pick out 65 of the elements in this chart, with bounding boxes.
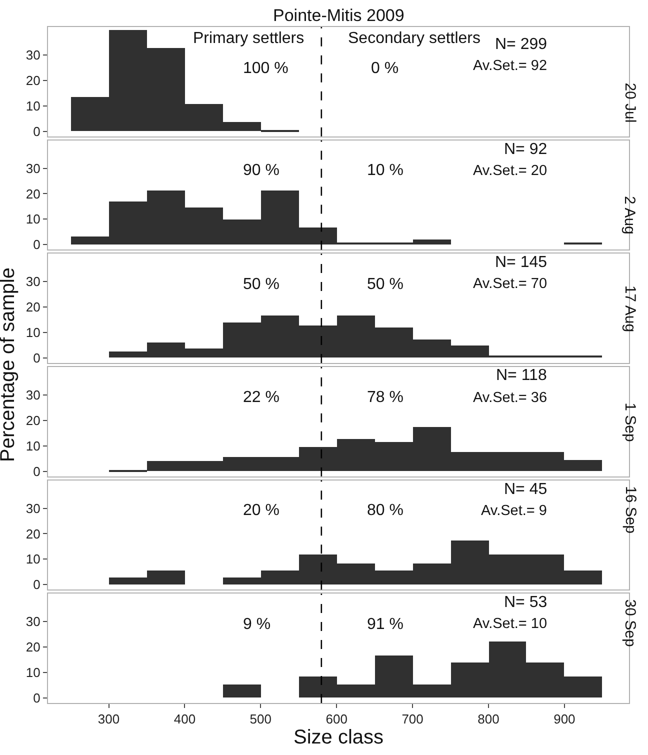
annotation: Av.Set.= 92 — [473, 58, 548, 74]
x-tick-label: 400 — [174, 712, 196, 727]
x-tick-label: 500 — [250, 712, 272, 727]
y-tick-label: 20 — [26, 300, 40, 315]
x-axis-title: Size class — [293, 726, 384, 749]
annotation: 9 % — [243, 616, 271, 633]
annotation: 22 % — [243, 389, 280, 406]
y-tick-label: 10 — [26, 325, 40, 340]
chart-title: Pointe-Mitis 2009 — [273, 6, 404, 25]
y-tick-label: 0 — [33, 350, 40, 366]
y-tick-label: 0 — [33, 690, 40, 706]
y-tick-label: 30 — [26, 274, 40, 290]
y-tick-label: 10 — [26, 552, 40, 567]
y-tick-label: 30 — [26, 48, 40, 63]
annotation: N= 145 — [495, 254, 548, 271]
text: 30 Sep — [621, 599, 638, 647]
y-tick-label: 0 — [33, 124, 40, 139]
annotation: 20 % — [243, 502, 280, 519]
y-tick-label: 20 — [26, 186, 40, 202]
y-tick-label: 30 — [26, 160, 40, 176]
y-tick-label: 20 — [26, 526, 40, 542]
x-tick-label: 700 — [402, 712, 424, 727]
annotation: 80 % — [367, 502, 404, 519]
annotation: 78 % — [367, 389, 404, 406]
y-tick-label: 10 — [26, 438, 40, 454]
y-tick-label: 0 — [33, 464, 40, 479]
x-tick-label: 300 — [98, 712, 120, 727]
annotation: 50 % — [243, 276, 280, 293]
annotation: N= 53 — [504, 594, 548, 611]
annotation: 91 % — [367, 616, 404, 633]
annotation: Av.Set.= 70 — [473, 276, 548, 292]
annotation: N= 299 — [495, 36, 548, 53]
annotation: 10 % — [367, 162, 404, 179]
text: 16 Sep — [622, 486, 639, 534]
y-tick-label: 20 — [26, 640, 40, 655]
y-tick-label: 0 — [33, 577, 40, 592]
annotation: 0 % — [371, 60, 399, 77]
annotation: 50 % — [367, 276, 404, 293]
annotation: N= 92 — [504, 141, 548, 158]
y-tick-label: 20 — [26, 72, 40, 88]
x-tick-label: 800 — [478, 712, 500, 727]
annotation: 100 % — [243, 60, 288, 77]
annotation: 90 % — [243, 162, 280, 179]
y-tick-label: 10 — [26, 212, 40, 227]
annotation: Secondary settlers — [348, 30, 481, 47]
text: 2 Aug — [621, 196, 638, 234]
annotation: N= 45 — [504, 481, 548, 498]
annotation: N= 118 — [496, 367, 547, 384]
annotation: Av.Set.= 10 — [473, 616, 548, 632]
annotation: Av.Set.= 20 — [473, 163, 548, 179]
text: 20 Jul — [622, 82, 639, 123]
y-tick-label: 20 — [26, 412, 40, 428]
annotation: Av.Set.= 36 — [473, 390, 548, 406]
text: 1 Sep — [622, 402, 639, 442]
annotation: Av.Set.= 9 — [481, 503, 547, 519]
y-tick-label: 10 — [26, 665, 40, 680]
text: 17 Aug — [621, 285, 638, 332]
y-tick-label: 30 — [26, 500, 40, 516]
y-tick-label: 30 — [26, 614, 40, 630]
y-tick-label: 10 — [26, 98, 40, 114]
y-tick-label: 0 — [33, 237, 40, 252]
x-tick-label: 900 — [554, 712, 576, 727]
y-tick-label: 30 — [26, 388, 40, 402]
annotation: Primary settlers — [193, 30, 304, 47]
x-tick-label: 600 — [326, 712, 348, 727]
